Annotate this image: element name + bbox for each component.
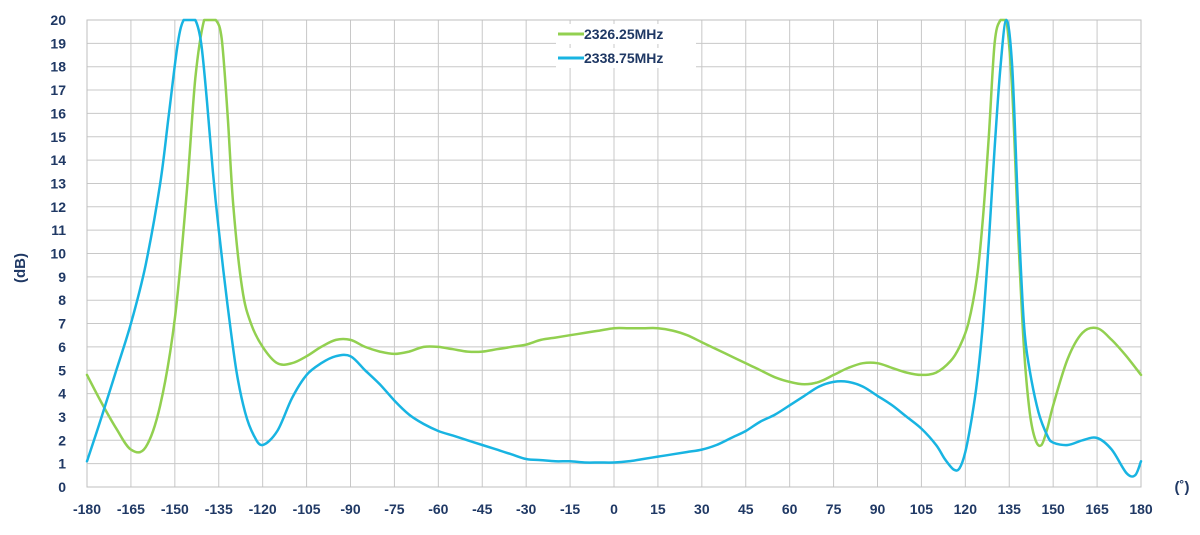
x-tick-label: -165 — [117, 501, 145, 517]
y-tick-label: 5 — [58, 362, 66, 378]
y-axis-label: (dB) — [12, 253, 29, 283]
x-tick-label: 150 — [1041, 501, 1065, 517]
x-tick-label: 165 — [1085, 501, 1109, 517]
x-tick-label: 180 — [1129, 501, 1153, 517]
x-tick-label: -75 — [384, 501, 404, 517]
x-tick-label: 45 — [738, 501, 754, 517]
legend-label: 2326.25MHz — [584, 26, 663, 42]
y-tick-label: 6 — [58, 339, 66, 355]
y-tick-label: 17 — [50, 82, 66, 98]
x-tick-label: -120 — [249, 501, 277, 517]
y-tick-label: 4 — [58, 386, 66, 402]
y-tick-label: 8 — [58, 292, 66, 308]
y-tick-label: 7 — [58, 316, 66, 332]
series-lines — [85, 18, 1143, 478]
y-tick-label: 2 — [58, 432, 66, 448]
y-tick-label: 18 — [50, 59, 66, 75]
legend-label: 2338.75MHz — [584, 50, 663, 66]
x-axis-label: (˚) — [1175, 479, 1190, 496]
x-tick-label: -135 — [205, 501, 233, 517]
y-tick-label: 9 — [58, 269, 66, 285]
y-tick-label: 1 — [58, 456, 66, 472]
x-tick-label: 60 — [782, 501, 798, 517]
y-tick-label: 16 — [50, 105, 66, 121]
x-tick-label: 15 — [650, 501, 666, 517]
legend-item-background — [556, 24, 696, 44]
y-tick-label: 20 — [50, 12, 66, 28]
y-tick-label: 19 — [50, 35, 66, 51]
grid — [86, 19, 1142, 488]
x-tick-label: 90 — [870, 501, 886, 517]
y-tick-label: 3 — [58, 409, 66, 425]
x-tick-label: -105 — [293, 501, 321, 517]
x-tick-label: -90 — [340, 501, 360, 517]
x-tick-label: 30 — [694, 501, 710, 517]
y-tick-label: 15 — [50, 129, 66, 145]
x-tick-label: -30 — [516, 501, 536, 517]
y-tick-label: 12 — [50, 199, 66, 215]
x-tick-label: -15 — [560, 501, 580, 517]
x-tick-label: 120 — [954, 501, 978, 517]
x-tick-label: -180 — [73, 501, 101, 517]
x-tick-label: 135 — [998, 501, 1022, 517]
x-tick-label: 0 — [610, 501, 618, 517]
x-tick-label: -60 — [428, 501, 448, 517]
x-tick-label: -45 — [472, 501, 492, 517]
legend-item-background — [556, 48, 696, 68]
y-tick-label: 0 — [58, 479, 66, 495]
x-tick-label: 75 — [826, 501, 842, 517]
plot-area-border — [86, 19, 1142, 488]
x-tick-label: -150 — [161, 501, 189, 517]
series-line-2 — [85, 18, 1143, 478]
y-tick-label: 13 — [50, 175, 66, 191]
y-tick-label: 14 — [50, 152, 66, 168]
x-tick-label: 105 — [910, 501, 934, 517]
axes: -180 -165 -150 -135 -120 -105 -90 -75 -60 -45 -30-… — [50, 12, 1152, 517]
legend: 2326.25MHz 2338.75MHz — [556, 24, 696, 68]
y-tick-label: 11 — [51, 222, 66, 238]
y-tick-label: 10 — [50, 246, 66, 262]
